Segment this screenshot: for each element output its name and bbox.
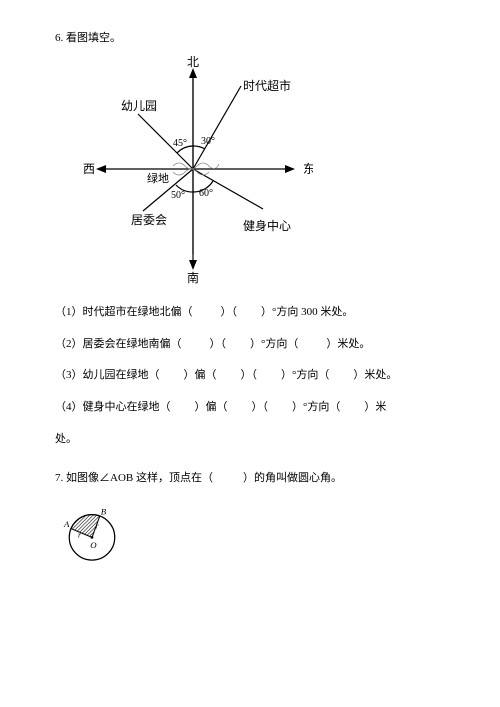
circle-svg: A B O r r (57, 502, 127, 564)
se-label: 健身中心 (243, 218, 291, 233)
q6-item-3: （3）幼儿园在绿地（ ）偏（ ）（ ）°方向（ ）米处。 (55, 367, 445, 385)
center-label: 绿地 (147, 171, 169, 185)
q6-item-4: （4）健身中心在绿地（ ）偏（ ）（ ）°方向（ ）米 (55, 399, 445, 417)
text: ）偏（ (184, 369, 217, 381)
dir-west: 西 (83, 162, 95, 176)
dir-south: 南 (187, 270, 199, 284)
nw-label: 幼儿园 (121, 99, 157, 113)
text: 7. 如图像∠AOB 这样，顶点在（ (55, 472, 213, 484)
text: ）（ (221, 306, 238, 318)
sw-label: 居委会 (131, 213, 167, 227)
ang-ne: 30° (201, 136, 215, 147)
text: ）°方向 300 米处。 (261, 306, 353, 318)
text: ）°方向（ (250, 338, 298, 350)
ang-se: 60° (199, 188, 213, 199)
label-r2: r (96, 521, 100, 530)
q6-item-4b: 处。 (55, 431, 445, 449)
q6-item-2: （2）居委会在绿地南偏（ ）（ ）°方向（ ）米处。 (55, 336, 445, 354)
text: ）（ (210, 338, 227, 350)
q7-title: 7. 如图像∠AOB 这样，顶点在（ ）的角叫做圆心角。 (55, 470, 445, 488)
q6-item-1: （1）时代超市在绿地北偏（ ）（ ）°方向 300 米处。 (55, 304, 445, 322)
text: （1）时代超市在绿地北偏（ (55, 306, 193, 318)
text: ）°方向（ (281, 369, 329, 381)
page: 6. 看图填空。 (0, 0, 500, 707)
text: （2）居委会在绿地南偏（ (55, 338, 182, 350)
text: ）°方向（ (292, 401, 340, 413)
text: ）米 (364, 401, 386, 413)
circle-diagram: A B O r r (57, 502, 445, 571)
text: ）米处。 (353, 369, 397, 381)
text: ）偏（ (195, 401, 228, 413)
dir-north: 北 (187, 55, 199, 69)
ang-nw: 45° (173, 138, 187, 149)
compass-diagram: 北 南 东 西 绿地 时代超市 幼儿园 居委会 健身中心 30° 45° 50°… (73, 54, 313, 291)
text: 处。 (55, 433, 77, 445)
text: ）（ (252, 401, 269, 413)
q6-title: 6. 看图填空。 (55, 30, 445, 48)
label-b: B (101, 506, 107, 516)
text: ）的角叫做圆心角。 (243, 472, 342, 484)
text: ）米处。 (326, 338, 370, 350)
ang-sw: 50° (171, 190, 185, 201)
dir-east: 东 (303, 162, 313, 176)
text: ）（ (241, 369, 258, 381)
ne-label: 时代超市 (243, 78, 291, 93)
label-o: O (90, 540, 97, 550)
label-a: A (63, 519, 70, 529)
compass-svg: 北 南 东 西 绿地 时代超市 幼儿园 居委会 健身中心 30° 45° 50°… (73, 54, 313, 284)
text: （4）健身中心在绿地（ (55, 401, 171, 413)
text: （3）幼儿园在绿地（ (55, 369, 160, 381)
